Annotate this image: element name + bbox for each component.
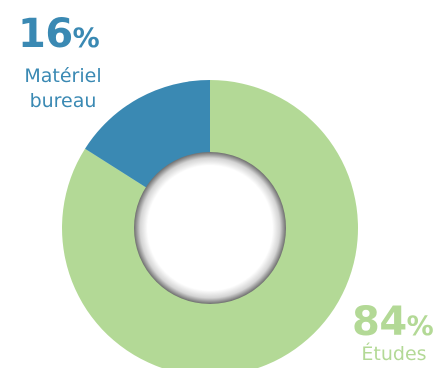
slice-value-number: 16 (18, 11, 73, 57)
slice-value-number: 84 (352, 299, 407, 345)
slice-category-label-etudes: Études (346, 342, 442, 367)
slice-value-unit: % (72, 23, 100, 54)
slice-value-label-etudes: 84% (352, 299, 434, 345)
slice-category-line: Matériel (24, 65, 102, 87)
slice-category-label-materiel: Matériel bureau (10, 64, 116, 114)
slice-value-unit: % (406, 311, 434, 342)
donut-hole (134, 152, 286, 304)
slice-value-label-materiel: 16% (18, 11, 100, 57)
slice-category-line: Études (361, 343, 427, 365)
slice-category-line: bureau (29, 90, 97, 112)
